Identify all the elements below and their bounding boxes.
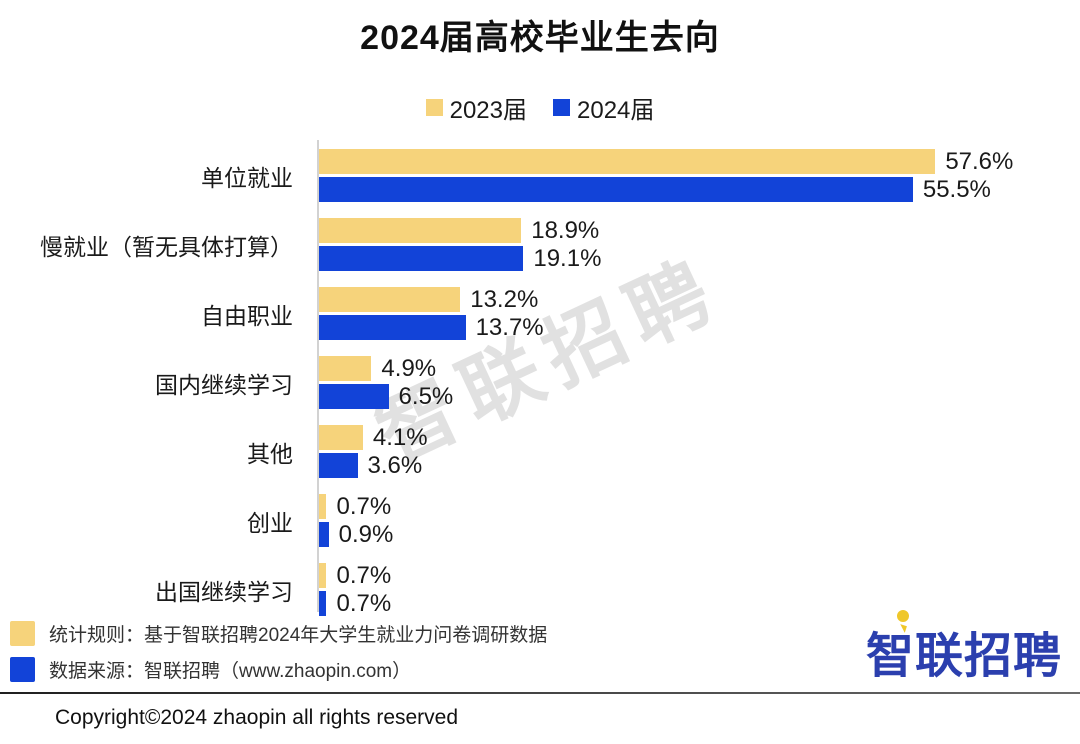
bar-group: 国内继续学习 4.9% 6.5% bbox=[0, 354, 1080, 410]
divider-line bbox=[0, 692, 1080, 694]
value-label-2023届: 0.7% bbox=[336, 561, 392, 589]
bar-group: 自由职业 13.2% 13.7% bbox=[0, 285, 1080, 341]
bar-pair: 0.7% 0.9% bbox=[317, 492, 1080, 548]
legend-swatch-2023-icon bbox=[425, 99, 443, 116]
value-label-2023届: 4.1% bbox=[372, 423, 428, 451]
bar-pair: 0.7% 0.7% bbox=[317, 561, 1080, 617]
legend-label-2023: 2023届 bbox=[449, 97, 527, 124]
footnote: 统计规则：基于智联招聘2024年大学生就业力问卷调研数据 bbox=[10, 620, 547, 647]
category-label: 创业 bbox=[247, 509, 293, 536]
category-label: 出国继续学习 bbox=[155, 578, 293, 605]
value-label-2024届: 55.5% bbox=[922, 175, 991, 203]
bar-row: 55.5% bbox=[319, 175, 1080, 203]
bar-2024届 bbox=[319, 177, 913, 202]
page-title: 2024届高校毕业生去向 bbox=[360, 19, 720, 57]
bar-2023届 bbox=[319, 356, 372, 381]
bar-pair: 4.1% 3.6% bbox=[317, 423, 1080, 479]
bar-2023届 bbox=[319, 287, 461, 312]
legend-item-2023: 2023届 bbox=[425, 90, 527, 125]
bar-row: 0.7% bbox=[319, 561, 1080, 589]
bar-row: 6.5% bbox=[319, 382, 1080, 410]
bar-row: 3.6% bbox=[319, 451, 1080, 479]
footnote: 数据来源：智联招聘（www.zhaopin.com） bbox=[10, 656, 547, 683]
logo-text: 智联招聘 bbox=[865, 630, 1062, 683]
category-label: 国内继续学习 bbox=[155, 371, 293, 398]
bar-2023届 bbox=[319, 563, 327, 588]
bar-group: 创业 0.7% 0.9% bbox=[0, 492, 1080, 548]
bar-group: 出国继续学习 0.7% 0.7% bbox=[0, 561, 1080, 617]
bar-2024届 bbox=[319, 246, 524, 271]
bar-row: 4.9% bbox=[319, 354, 1080, 382]
bar-group: 其他 4.1% 3.6% bbox=[0, 423, 1080, 479]
value-label-2023届: 18.9% bbox=[531, 216, 600, 244]
copyright-text: Copyright©2024 zhaopin all rights reserv… bbox=[55, 706, 459, 729]
bar-2024届 bbox=[319, 453, 358, 478]
bar-pair: 18.9% 19.1% bbox=[317, 216, 1080, 272]
bar-2024届 bbox=[319, 522, 329, 547]
bar-pair: 57.6% 55.5% bbox=[317, 147, 1080, 203]
value-label-2024届: 6.5% bbox=[398, 382, 454, 410]
chart-legend: 2023届 2024届 bbox=[0, 90, 1080, 125]
value-label-2023届: 13.2% bbox=[470, 285, 539, 313]
bar-2024届 bbox=[319, 591, 327, 616]
bar-2023届 bbox=[319, 149, 936, 174]
location-pin-icon bbox=[896, 610, 909, 622]
legend-label-2024: 2024届 bbox=[577, 97, 655, 124]
bar-row: 13.2% bbox=[319, 285, 1080, 313]
value-label-2023届: 57.6% bbox=[945, 147, 1014, 175]
bar-group: 慢就业（暂无具体打算） 18.9% 19.1% bbox=[0, 216, 1080, 272]
legend-item-2024: 2024届 bbox=[553, 90, 654, 125]
bar-row: 0.7% bbox=[319, 589, 1080, 617]
bar-pair: 13.2% 13.7% bbox=[317, 285, 1080, 341]
category-label: 其他 bbox=[247, 440, 293, 467]
footnote-text: 数据来源：智联招聘（www.zhaopin.com） bbox=[49, 661, 412, 682]
footnote-swatch-icon bbox=[10, 621, 35, 646]
value-label-2024届: 0.9% bbox=[338, 520, 394, 548]
bar-2023届 bbox=[319, 494, 327, 519]
category-label: 慢就业（暂无具体打算） bbox=[40, 233, 293, 260]
bar-row: 57.6% bbox=[319, 147, 1080, 175]
chart-axis-line bbox=[317, 140, 319, 612]
bar-2023届 bbox=[319, 425, 363, 450]
category-label: 单位就业 bbox=[201, 164, 293, 191]
bar-row: 0.7% bbox=[319, 492, 1080, 520]
bar-row: 19.1% bbox=[319, 244, 1080, 272]
value-label-2023届: 4.9% bbox=[381, 354, 437, 382]
bar-row: 0.9% bbox=[319, 520, 1080, 548]
bar-row: 4.1% bbox=[319, 423, 1080, 451]
bar-pair: 4.9% 6.5% bbox=[317, 354, 1080, 410]
value-label-2024届: 3.6% bbox=[367, 451, 423, 479]
value-label-2024届: 13.7% bbox=[475, 313, 544, 341]
bar-2023届 bbox=[319, 218, 522, 243]
category-label: 自由职业 bbox=[201, 302, 293, 329]
zhaopin-logo: 智联招聘 bbox=[865, 610, 1062, 686]
value-label-2024届: 0.7% bbox=[336, 589, 392, 617]
bar-row: 13.7% bbox=[319, 313, 1080, 341]
bar-row: 18.9% bbox=[319, 216, 1080, 244]
value-label-2024届: 19.1% bbox=[533, 244, 602, 272]
footnotes: 统计规则：基于智联招聘2024年大学生就业力问卷调研数据 数据来源：智联招聘（ww… bbox=[10, 620, 547, 692]
bar-2024届 bbox=[319, 315, 466, 340]
bar-chart: 单位就业 57.6% 55.5% 慢就业（暂无具体打算） 18.9% 19.1% 自由职业 1… bbox=[0, 147, 1080, 632]
footnote-text: 统计规则：基于智联招聘2024年大学生就业力问卷调研数据 bbox=[49, 625, 548, 646]
bar-group: 单位就业 57.6% 55.5% bbox=[0, 147, 1080, 203]
value-label-2023届: 0.7% bbox=[336, 492, 392, 520]
bar-2024届 bbox=[319, 384, 389, 409]
footnote-swatch-icon bbox=[10, 657, 35, 682]
legend-swatch-2024-icon bbox=[553, 99, 570, 116]
